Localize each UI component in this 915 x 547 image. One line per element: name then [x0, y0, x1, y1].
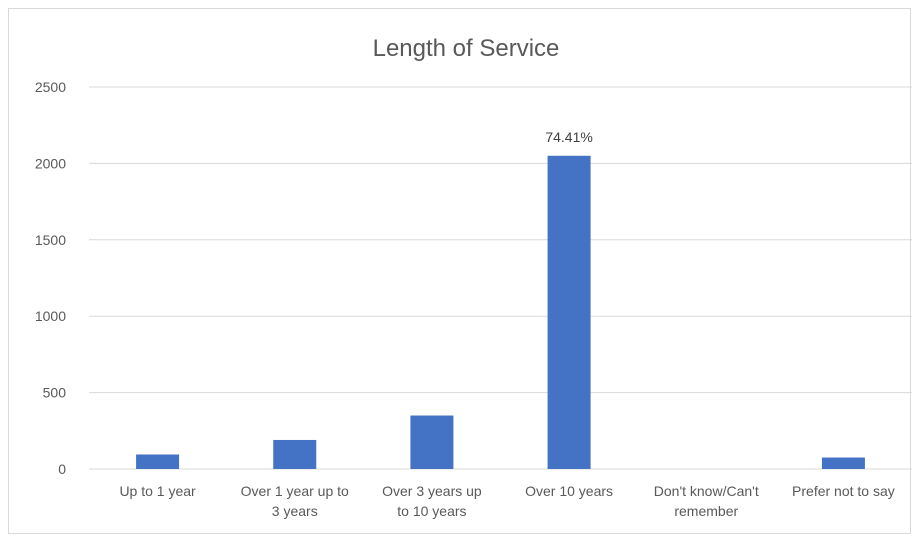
bar: [410, 415, 454, 469]
bar: [547, 155, 591, 469]
bar: [273, 439, 317, 469]
x-category-label: Over 1 year up to 3 years: [241, 483, 349, 519]
y-tick-label: 2000: [35, 155, 66, 171]
data-label: 74.41%: [545, 129, 592, 145]
x-category-label: Over 10 years: [525, 483, 613, 499]
y-tick-label: 1500: [35, 232, 66, 248]
x-category-label: Don't know/Can't remember: [654, 483, 759, 519]
chart-title: Length of Service: [373, 35, 560, 62]
x-category-label: Up to 1 year: [119, 483, 196, 499]
y-tick-label: 0: [58, 461, 66, 477]
bar: [821, 457, 865, 469]
data-labels: 74.41%: [545, 129, 592, 145]
x-category-label: Over 3 years up to 10 years: [382, 483, 482, 519]
y-tick-label: 1000: [35, 308, 66, 324]
gridlines: [89, 86, 912, 470]
y-axis-ticks: 0 500 1000 1500 2000 2500: [35, 79, 66, 477]
bars: [136, 155, 865, 469]
bar: [136, 454, 180, 469]
chart-area: Length of Service 0 500 1000 1500 2000 2500 7…: [8, 8, 912, 534]
y-tick-label: 2500: [35, 79, 66, 95]
x-axis-categories: Up to 1 year Over 1 year up to 3 years Over…: [119, 483, 894, 519]
x-category-label: Prefer not to say: [792, 483, 895, 499]
y-tick-label: 500: [43, 385, 67, 401]
bar-chart: Length of Service 0 500 1000 1500 2000 2500 7…: [35, 35, 912, 519]
